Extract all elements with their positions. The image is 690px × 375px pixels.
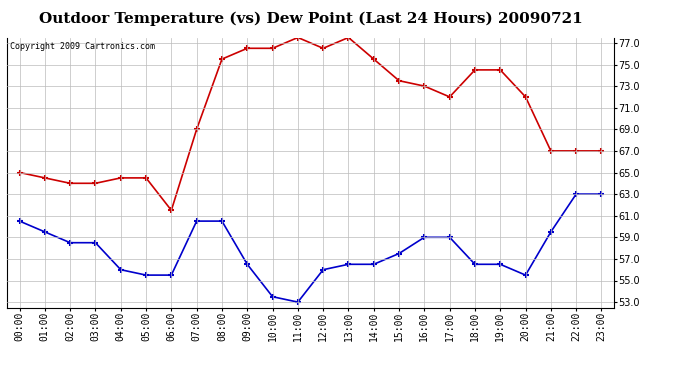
Text: Outdoor Temperature (vs) Dew Point (Last 24 Hours) 20090721: Outdoor Temperature (vs) Dew Point (Last…	[39, 11, 582, 26]
Text: Copyright 2009 Cartronics.com: Copyright 2009 Cartronics.com	[10, 42, 155, 51]
